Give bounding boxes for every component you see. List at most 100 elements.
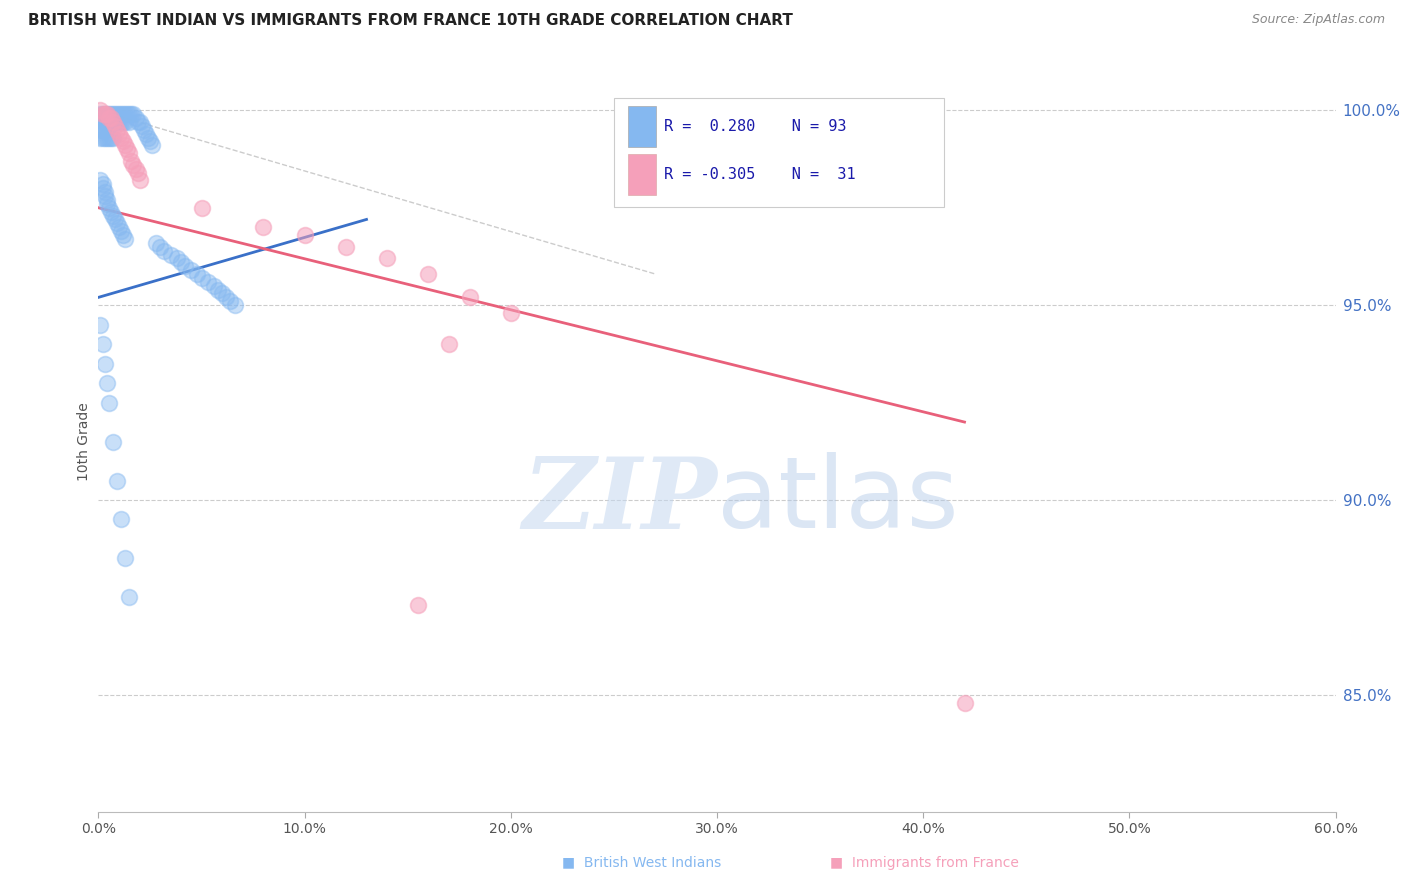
Point [128, 115, 150, 129]
Point [97, 115, 120, 129]
Point [190, 201, 212, 215]
Text: R = -0.305    N =  31: R = -0.305 N = 31 [665, 167, 856, 182]
Text: ■  British West Indians: ■ British West Indians [562, 855, 721, 870]
Point [219, 294, 242, 309]
Point [97, 395, 120, 409]
Text: ZIP: ZIP [522, 452, 717, 549]
Point [170, 255, 193, 269]
Y-axis label: 10th Grade: 10th Grade [77, 402, 91, 481]
Point [89, 173, 111, 187]
Point [101, 115, 124, 129]
Point [112, 135, 135, 149]
Point [89, 107, 111, 121]
Point [120, 153, 142, 168]
Point [104, 212, 127, 227]
Point [122, 158, 145, 172]
Point [124, 111, 146, 125]
Point [135, 127, 157, 141]
Point [118, 115, 141, 129]
Point [117, 142, 139, 156]
Point [110, 115, 132, 129]
Point [294, 227, 316, 242]
Point [96, 107, 118, 121]
Text: atlas: atlas [717, 452, 959, 549]
Point [89, 115, 111, 129]
Point [114, 551, 136, 566]
Point [91, 115, 114, 129]
Point [100, 130, 122, 145]
Point [97, 201, 120, 215]
Point [112, 107, 135, 121]
Point [105, 107, 128, 121]
Point [93, 189, 115, 203]
Point [110, 107, 132, 121]
Point [105, 474, 128, 488]
Point [110, 224, 132, 238]
Point [114, 138, 136, 153]
Point [100, 111, 122, 125]
Point [437, 337, 460, 351]
Point [114, 232, 136, 246]
Point [93, 185, 115, 199]
Point [118, 146, 141, 161]
Point [375, 252, 398, 266]
Point [120, 107, 142, 121]
Point [101, 115, 124, 129]
Point [93, 123, 115, 137]
Point [91, 181, 114, 195]
Point [96, 130, 118, 145]
Point [91, 130, 114, 145]
Point [97, 130, 120, 145]
Point [180, 263, 202, 277]
Point [112, 227, 135, 242]
Point [93, 107, 115, 121]
Point [101, 209, 124, 223]
Point [186, 267, 208, 281]
Point [93, 115, 115, 129]
Point [101, 107, 124, 121]
Point [114, 107, 136, 121]
Point [224, 298, 246, 312]
Point [105, 216, 128, 230]
Point [145, 235, 167, 250]
Text: ■  Immigrants from France: ■ Immigrants from France [830, 855, 1018, 870]
Point [96, 193, 118, 207]
Point [89, 123, 111, 137]
Point [93, 107, 115, 121]
Point [141, 138, 163, 153]
Point [108, 107, 131, 121]
Point [211, 286, 233, 301]
Point [89, 318, 111, 332]
Point [96, 115, 118, 129]
Point [406, 598, 429, 612]
Point [110, 512, 132, 526]
Point [149, 240, 172, 254]
Point [117, 107, 139, 121]
Point [96, 197, 118, 211]
Point [132, 123, 155, 137]
Point [953, 696, 976, 710]
Point [174, 259, 197, 273]
Point [112, 115, 135, 129]
Point [100, 204, 122, 219]
Point [91, 178, 114, 192]
Point [124, 161, 146, 176]
Point [136, 130, 159, 145]
Point [105, 115, 128, 129]
Point [202, 278, 225, 293]
Point [252, 220, 274, 235]
Point [91, 107, 114, 121]
Point [108, 127, 131, 141]
Point [335, 240, 357, 254]
Point [104, 115, 127, 129]
Point [105, 123, 128, 137]
Text: R =  0.280    N = 93: R = 0.280 N = 93 [665, 120, 846, 135]
Point [190, 271, 212, 285]
Point [131, 119, 153, 133]
Point [91, 337, 114, 351]
Point [118, 107, 141, 121]
Text: Source: ZipAtlas.com: Source: ZipAtlas.com [1251, 13, 1385, 27]
Point [114, 115, 136, 129]
Point [418, 267, 440, 281]
Point [215, 290, 238, 304]
